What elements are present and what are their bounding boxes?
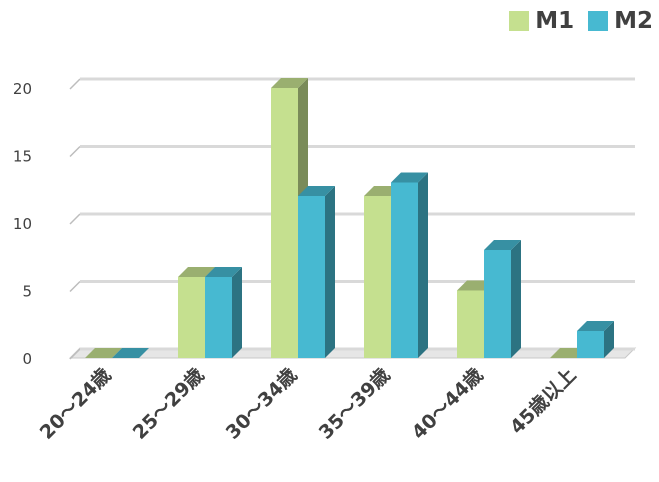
bar-m2-5: [577, 321, 614, 358]
y-tick-label: 10: [13, 215, 32, 233]
x-tick-label: 25～29歳: [129, 364, 209, 444]
legend-label-m1: M1: [535, 8, 575, 34]
bar-m1-0: [85, 348, 122, 358]
legend-swatch-m1: [509, 11, 530, 31]
bar-m2-2: [298, 186, 335, 358]
legend-item-m2: M2: [588, 8, 653, 34]
y-tick-label: 15: [13, 148, 32, 166]
bar-m2-1: [205, 267, 242, 358]
y-tick-label: 5: [22, 283, 32, 301]
legend-label-m2: M2: [614, 8, 653, 34]
gridline-slant: [69, 78, 81, 90]
y-tick-label: 20: [13, 80, 32, 98]
bar-m2-3: [391, 172, 428, 358]
x-tick-label: 20～24歳: [36, 364, 116, 444]
legend-swatch-m2: [588, 11, 609, 31]
x-tick-label: 45歳以上: [506, 364, 581, 439]
gridline-slant: [69, 280, 81, 293]
gridline-slant: [69, 145, 81, 158]
legend-item-m1: M1: [509, 8, 574, 34]
bar-m2-4: [484, 240, 521, 358]
gridline-slant: [69, 213, 81, 225]
gridline-slant: [69, 348, 81, 360]
x-tick-label: 35～39歳: [315, 364, 395, 444]
y-tick-label: 0: [22, 350, 32, 368]
bar-m2-0: [112, 348, 149, 358]
legend: M1 M2: [495, 8, 653, 34]
x-tick-label: 30～34歳: [222, 364, 302, 444]
x-tick-label: 40～44歳: [408, 364, 488, 444]
